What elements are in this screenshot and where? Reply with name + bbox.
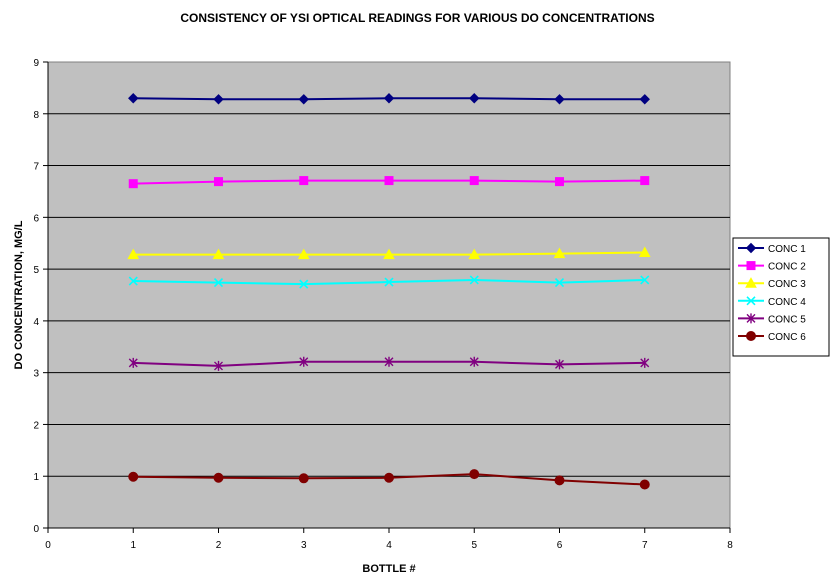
axes: 0 1 2 3 4 5 6 7 8 9 0 1 2 3 4 5 6 7 8 [33,58,733,551]
data-point [640,176,650,186]
y-tick-label: 6 [33,213,39,224]
data-point [384,356,394,367]
data-point [554,94,565,105]
data-point [383,248,395,260]
data-point [299,356,309,367]
data-point [128,357,138,368]
legend-marker [746,331,756,341]
data-point [384,176,394,186]
series-3 [127,246,651,260]
x-tick-label: 3 [301,540,307,551]
data-point [469,176,479,186]
y-tick-label: 4 [33,317,39,328]
y-tick-label: 1 [33,472,39,483]
data-point [299,279,309,289]
y-tick-label: 3 [33,369,39,380]
y-tick-label: 0 [33,524,39,535]
legend-item: CONC 6 [738,331,806,343]
y-tick-label: 7 [33,162,39,173]
legend-marker [745,277,757,288]
data-point [553,247,566,259]
series-2 [128,176,650,189]
data-point [469,275,479,285]
data-point [383,93,395,104]
data-point [128,93,139,104]
data-point [555,177,564,187]
legend-label: CONC 3 [768,279,806,290]
data-point [297,248,310,260]
data-point [213,278,224,288]
legend-item: CONC 1 [738,242,806,255]
data-point [469,93,480,104]
legend-item: CONC 3 [738,277,806,290]
data-point [127,248,140,260]
x-tick-label: 7 [642,540,648,551]
data-point [128,471,139,482]
x-tick-label: 1 [130,540,136,551]
data-point [555,359,564,370]
data-point [214,360,223,371]
series-6 [128,469,650,490]
series-1 [128,93,650,105]
y-tick-label: 2 [33,420,39,431]
data-point [128,276,138,286]
data-point [299,176,309,186]
data-point [640,275,650,285]
x-tick-label: 4 [386,540,392,551]
data-point [469,469,480,480]
data-point [554,475,565,486]
legend-label: CONC 2 [768,262,806,273]
legend: CONC 1 CONC 2 CONC 3 CONC 4 CONC 5 CONC 6 [732,237,830,357]
legend-item: CONC 4 [738,296,806,308]
legend-marker [746,313,756,324]
legend-marker [745,242,757,254]
data-point [298,94,309,105]
data-point [298,473,309,484]
data-point [384,472,394,483]
legend-label: CONC 1 [768,244,806,255]
legend-label: CONC 5 [768,314,806,325]
x-tick-label: 0 [45,540,51,551]
data-point [639,479,650,490]
series-5 [128,356,650,371]
legend-label: CONC 4 [768,297,806,308]
legend-item: CONC 2 [738,261,806,273]
x-tick-label: 5 [471,540,477,551]
data-point [128,179,138,189]
data-point [213,472,224,483]
data-point [214,177,223,187]
x-tick-label: 2 [216,540,222,551]
data-point [212,248,225,260]
legend-label: CONC 6 [768,332,806,343]
legend-item: CONC 5 [738,313,806,325]
data-point [468,248,481,260]
data-point [638,246,651,258]
x-tick-label: 6 [557,540,563,551]
data-point [469,356,479,367]
y-tick-label: 5 [33,265,39,276]
data-point [639,94,650,105]
series-4 [128,275,650,289]
x-axis-title: BOTTLE # [362,563,415,575]
legend-marker [746,296,756,306]
data-point [213,94,224,105]
y-tick-label: 9 [33,58,39,69]
x-tick-label: 8 [727,540,733,551]
y-axis-title: DO CONCENTRATION, MG/L [13,220,25,369]
data-point [554,278,565,288]
chart-title: CONSISTENCY OF YSI OPTICAL READINGS FOR … [180,11,655,25]
plot-area [47,61,731,529]
legend-marker [746,261,756,271]
y-tick-label: 8 [33,110,39,121]
series-layer [127,93,651,490]
data-point [640,357,650,368]
data-point [384,277,394,287]
